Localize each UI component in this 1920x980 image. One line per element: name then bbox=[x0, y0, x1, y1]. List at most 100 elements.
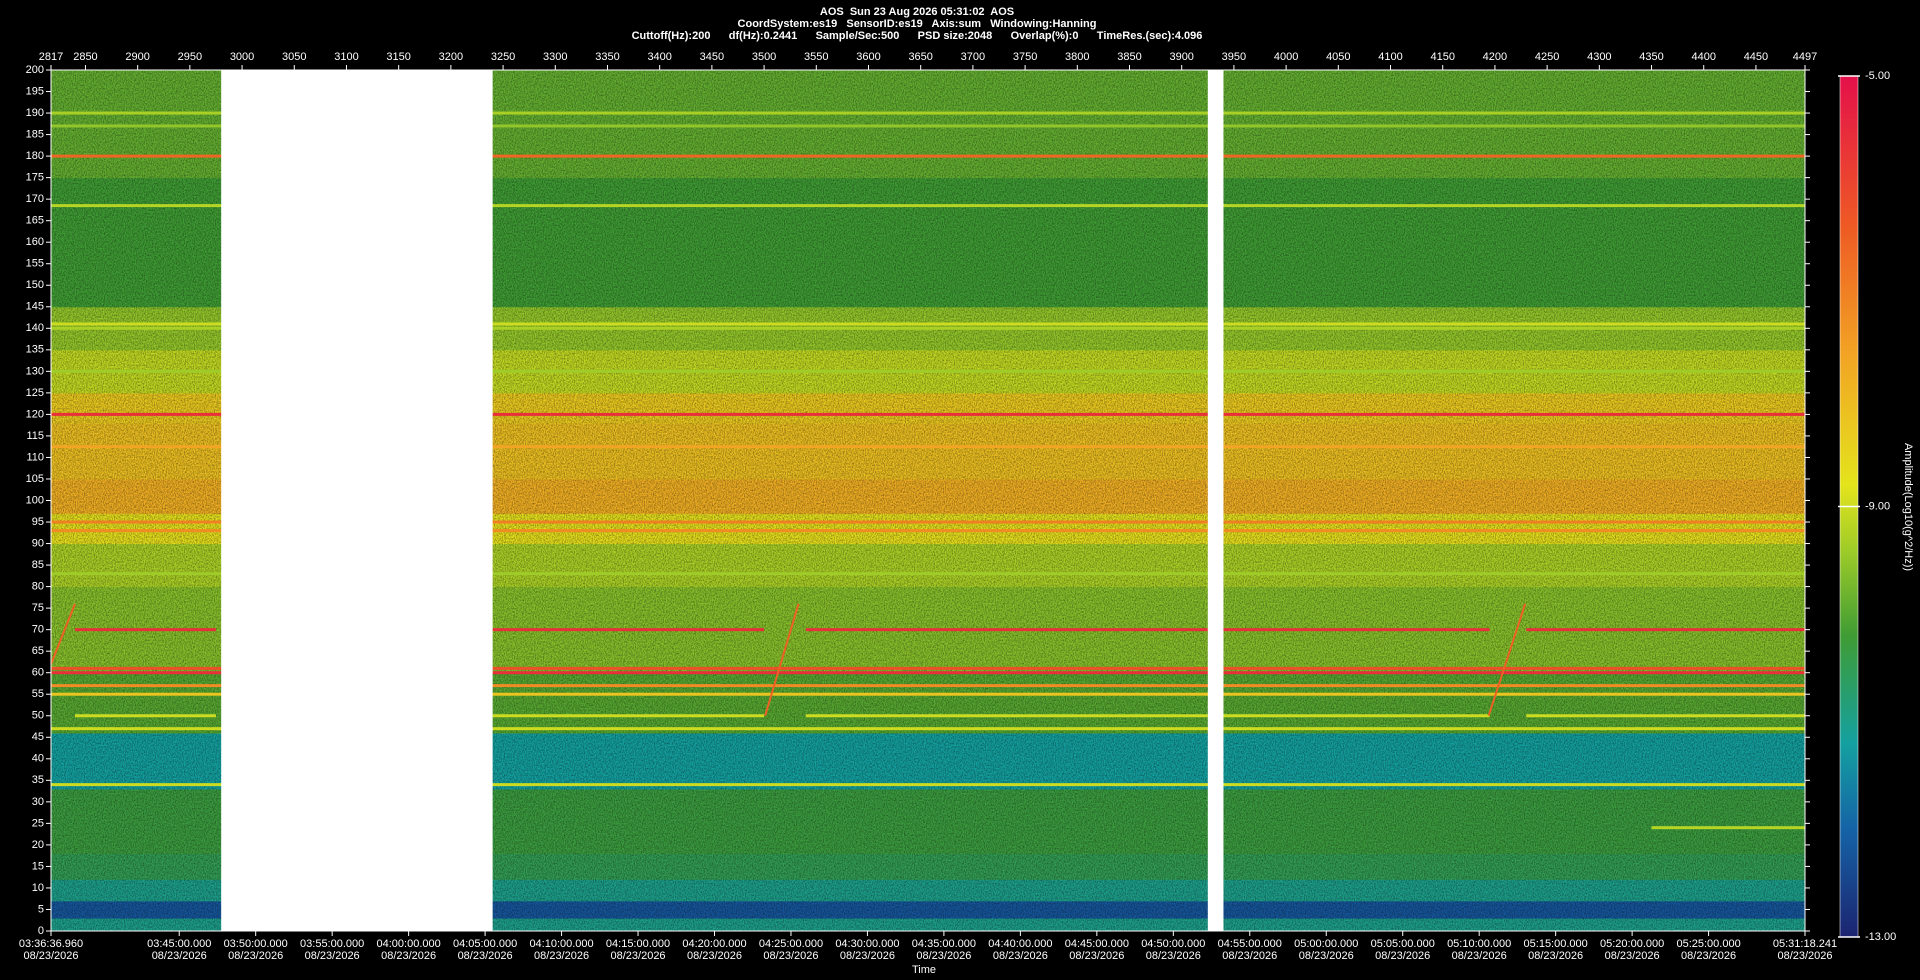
sweep-line bbox=[51, 603, 76, 665]
y-tick-label: 15 bbox=[32, 860, 44, 872]
time-tick-date: 08/23/2026 bbox=[1528, 950, 1583, 962]
spectral-line bbox=[1526, 714, 1805, 718]
time-tick-date: 08/23/2026 bbox=[763, 950, 818, 962]
time-tick-date: 08/23/2026 bbox=[993, 950, 1048, 962]
time-tick-label: 03:55:00.000 bbox=[300, 938, 364, 950]
y-tick-label: 175 bbox=[26, 172, 44, 184]
time-tick-label: 04:35:00.000 bbox=[912, 938, 976, 950]
time-tick-date: 08/23/2026 bbox=[916, 950, 971, 962]
time-tick-date: 08/23/2026 bbox=[23, 950, 78, 962]
x-tick-label: 4250 bbox=[1535, 51, 1559, 63]
y-tick-label: 0 bbox=[38, 925, 44, 937]
y-tick-label: 50 bbox=[32, 710, 44, 722]
plot-area bbox=[51, 70, 1805, 931]
x-tick-label: 4200 bbox=[1483, 51, 1507, 63]
sweep-line bbox=[1487, 603, 1527, 717]
spectral-line bbox=[51, 322, 1805, 326]
header-line: Cuttoff(Hz):200 df(Hz):0.2441 Sample/Sec… bbox=[632, 30, 1203, 42]
x-tick-label: 3200 bbox=[439, 51, 463, 63]
x-tick-label: 3800 bbox=[1065, 51, 1089, 63]
y-tick-label: 45 bbox=[32, 731, 44, 743]
y-tick-label: 10 bbox=[32, 882, 44, 894]
time-tick-label: 05:05:00.000 bbox=[1371, 938, 1435, 950]
spectral-line bbox=[51, 412, 1805, 416]
time-tick-label: 05:10:00.000 bbox=[1447, 938, 1511, 950]
time-tick-label: 05:00:00.000 bbox=[1294, 938, 1358, 950]
time-tick-date: 08/23/2026 bbox=[458, 950, 513, 962]
time-tick-date: 08/23/2026 bbox=[305, 950, 360, 962]
data-gap bbox=[221, 70, 493, 931]
x-tick-label: 2817 bbox=[39, 51, 63, 63]
x-tick-label: 3150 bbox=[386, 51, 410, 63]
spectral-line bbox=[51, 572, 1805, 576]
x-tick-label: 3600 bbox=[856, 51, 880, 63]
spectral-line bbox=[51, 520, 1805, 524]
x-tick-label: 4300 bbox=[1587, 51, 1611, 63]
y-tick-label: 120 bbox=[26, 408, 44, 420]
x-tick-label: 3300 bbox=[543, 51, 567, 63]
x-tick-label: 2950 bbox=[178, 51, 202, 63]
spectral-line bbox=[51, 111, 1805, 115]
spectral-line bbox=[51, 204, 1805, 208]
x-tick-label: 4050 bbox=[1326, 51, 1350, 63]
time-tick-label: 03:50:00.000 bbox=[224, 938, 288, 950]
y-tick-label: 125 bbox=[26, 387, 44, 399]
x-tick-label: 3400 bbox=[647, 51, 671, 63]
x-tick-label: 3450 bbox=[700, 51, 724, 63]
time-tick-label: 04:45:00.000 bbox=[1065, 938, 1129, 950]
y-tick-label: 30 bbox=[32, 796, 44, 808]
time-tick-date: 08/23/2026 bbox=[228, 950, 283, 962]
y-tick-label: 75 bbox=[32, 602, 44, 614]
spectral-line bbox=[805, 628, 1208, 632]
time-tick-label: 04:50:00.000 bbox=[1141, 938, 1205, 950]
spectral-line bbox=[51, 671, 1805, 675]
time-tick-label: 03:45:00.000 bbox=[147, 938, 211, 950]
spectral-line bbox=[1651, 826, 1805, 830]
time-tick-date: 08/23/2026 bbox=[1375, 950, 1430, 962]
time-tick-label: 04:30:00.000 bbox=[835, 938, 899, 950]
colorbar-tick-label: -5.00 bbox=[1865, 70, 1890, 82]
x-tick-label: 3950 bbox=[1222, 51, 1246, 63]
x-tick-label: 4100 bbox=[1378, 51, 1402, 63]
time-tick-label: 03:36:36.960 bbox=[19, 938, 83, 950]
y-tick-label: 100 bbox=[26, 494, 44, 506]
time-tick-label: 05:20:00.000 bbox=[1600, 938, 1664, 950]
data-gap bbox=[1207, 70, 1224, 931]
x-tick-label: 4150 bbox=[1430, 51, 1454, 63]
time-tick-label: 04:15:00.000 bbox=[606, 938, 670, 950]
x-tick-label: 4000 bbox=[1274, 51, 1298, 63]
x-tick-label: 2900 bbox=[125, 51, 149, 63]
y-tick-label: 20 bbox=[32, 839, 44, 851]
x-tick-label: 3550 bbox=[804, 51, 828, 63]
y-tick-label: 195 bbox=[26, 85, 44, 97]
time-tick-label: 04:55:00.000 bbox=[1218, 938, 1282, 950]
x-tick-label: 3900 bbox=[1169, 51, 1193, 63]
header-line: AOS Sun 23 Aug 2026 05:31:02 AOS bbox=[820, 6, 1014, 18]
time-tick-date: 08/23/2026 bbox=[534, 950, 589, 962]
colorbar-tick-label: -13.00 bbox=[1865, 931, 1896, 943]
spectral-line bbox=[805, 714, 1208, 718]
time-tick-label: 04:20:00.000 bbox=[682, 938, 746, 950]
y-tick-label: 90 bbox=[32, 537, 44, 549]
y-tick-label: 25 bbox=[32, 817, 44, 829]
time-tick-label: 05:15:00.000 bbox=[1524, 938, 1588, 950]
x-tick-label: 3350 bbox=[595, 51, 619, 63]
spectral-line bbox=[51, 326, 1805, 330]
x-tick-label: 3250 bbox=[491, 51, 515, 63]
x-axis-label: Time bbox=[912, 964, 936, 976]
time-tick-date: 08/23/2026 bbox=[1452, 950, 1507, 962]
y-tick-label: 115 bbox=[26, 430, 44, 442]
time-tick-date: 08/23/2026 bbox=[1069, 950, 1124, 962]
spectral-line bbox=[51, 684, 1805, 688]
time-tick-label: 04:05:00.000 bbox=[453, 938, 517, 950]
y-tick-label: 180 bbox=[26, 150, 44, 162]
spectral-line bbox=[51, 124, 1805, 128]
spectral-line bbox=[492, 714, 765, 718]
y-tick-label: 170 bbox=[26, 193, 44, 205]
y-tick-label: 95 bbox=[32, 516, 44, 528]
spectral-line bbox=[75, 714, 216, 718]
y-tick-label: 85 bbox=[32, 559, 44, 571]
time-tick-label: 04:40:00.000 bbox=[988, 938, 1052, 950]
y-tick-label: 130 bbox=[26, 365, 44, 377]
x-tick-label: 3500 bbox=[752, 51, 776, 63]
